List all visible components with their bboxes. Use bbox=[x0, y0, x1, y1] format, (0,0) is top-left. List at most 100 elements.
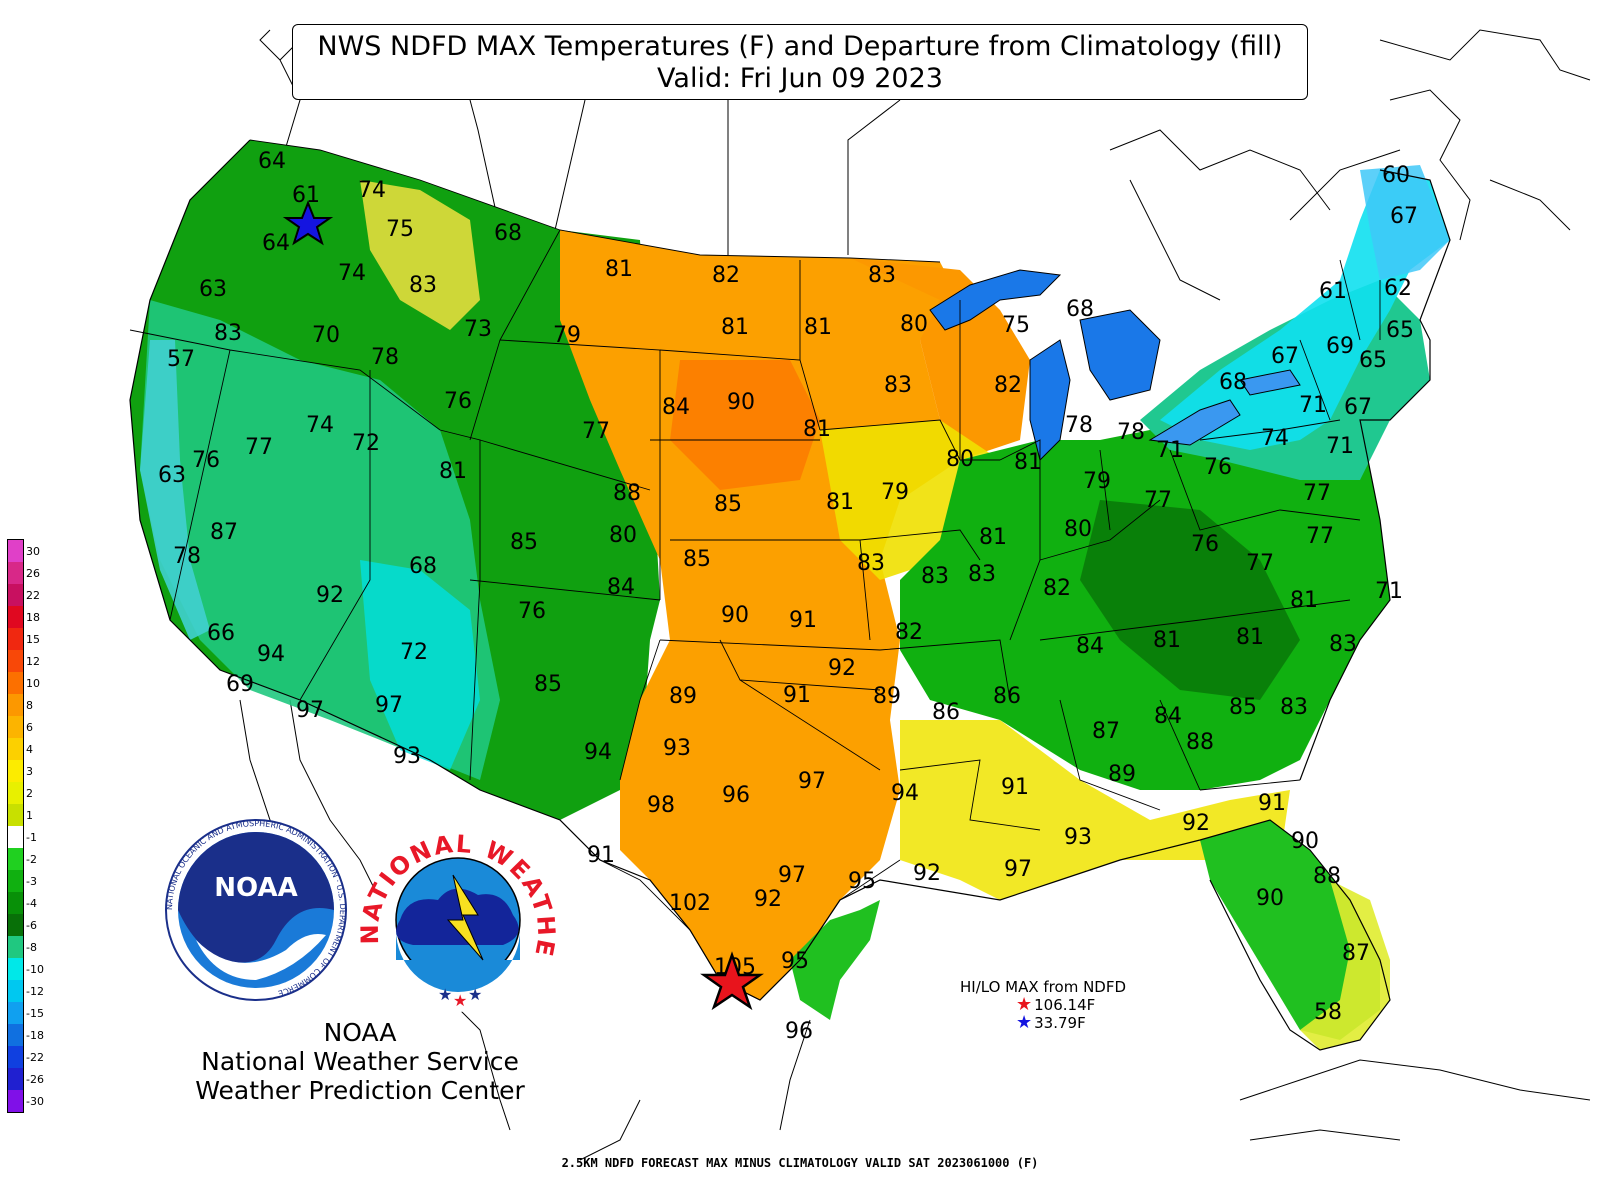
legend-swatch bbox=[8, 826, 23, 848]
temperature-label: 87 bbox=[1342, 941, 1370, 966]
temperature-label: 91 bbox=[783, 683, 811, 708]
legend-swatch bbox=[8, 650, 23, 672]
temperature-label: 97 bbox=[778, 863, 806, 888]
legend-label: 6 bbox=[26, 721, 33, 734]
legend-label: 26 bbox=[26, 567, 40, 580]
temperature-label: 95 bbox=[781, 949, 809, 974]
legend-swatch bbox=[8, 738, 23, 760]
temperature-label: 83 bbox=[1280, 695, 1308, 720]
legend-label: -30 bbox=[26, 1095, 44, 1108]
legend-label: 4 bbox=[26, 743, 33, 756]
hi-star-marker bbox=[700, 951, 764, 1011]
temperature-label: 68 bbox=[409, 554, 437, 579]
temperature-label: 64 bbox=[262, 231, 290, 256]
legend-label: -2 bbox=[26, 853, 37, 866]
temperature-label: 77 bbox=[1144, 488, 1172, 513]
lake-ontario bbox=[1239, 369, 1301, 396]
temperature-label: 89 bbox=[873, 684, 901, 709]
hilo-heading: HI/LO MAX from NDFD bbox=[960, 978, 1127, 996]
temperature-label: 81 bbox=[1236, 625, 1264, 650]
legend-swatch bbox=[8, 936, 23, 958]
temperature-label: 91 bbox=[789, 608, 817, 633]
temperature-label: 70 bbox=[312, 323, 340, 348]
temperature-label: 81 bbox=[804, 315, 832, 340]
legend-swatch bbox=[8, 628, 23, 650]
legend-swatch bbox=[8, 1068, 23, 1090]
lake-huron bbox=[1079, 309, 1161, 401]
temperature-label: 83 bbox=[968, 562, 996, 587]
temperature-label: 76 bbox=[192, 448, 220, 473]
temperature-label: 86 bbox=[993, 684, 1021, 709]
temperature-label: 87 bbox=[210, 520, 238, 545]
temperature-label: 90 bbox=[727, 390, 755, 415]
map-title-box: NWS NDFD MAX Temperatures (F) and Depart… bbox=[292, 24, 1308, 100]
temperature-label: 78 bbox=[371, 345, 399, 370]
temperature-label: 76 bbox=[1191, 532, 1219, 557]
temperature-label: 94 bbox=[891, 781, 919, 806]
temperature-label: 75 bbox=[386, 217, 414, 242]
temperature-label: 85 bbox=[1229, 695, 1257, 720]
us-coastline bbox=[129, 139, 1451, 1051]
lo-star-icon: ★ bbox=[1016, 1012, 1033, 1033]
temperature-label: 97 bbox=[798, 769, 826, 794]
fill-maine-cyan bbox=[1360, 165, 1450, 280]
map-valid-date: Valid: Fri Jun 09 2023 bbox=[657, 63, 943, 94]
legend-label: 2 bbox=[26, 787, 33, 800]
temperature-label: 94 bbox=[584, 740, 612, 765]
legend-label: -22 bbox=[26, 1051, 44, 1064]
temperature-label: 84 bbox=[1154, 704, 1182, 729]
legend-swatch bbox=[8, 672, 23, 694]
legend-border bbox=[7, 539, 24, 1113]
temperature-label: 91 bbox=[587, 843, 615, 868]
temperature-label: 73 bbox=[464, 317, 492, 342]
temperature-label: 80 bbox=[946, 447, 974, 472]
temperature-label: 94 bbox=[257, 642, 285, 667]
legend-swatch bbox=[8, 980, 23, 1002]
temperature-label: 79 bbox=[553, 323, 581, 348]
temperature-label: 76 bbox=[444, 389, 472, 414]
temperature-label: 95 bbox=[848, 869, 876, 894]
temperature-label: 57 bbox=[167, 347, 195, 372]
temperature-label: 96 bbox=[785, 1019, 813, 1044]
temperature-label: 83 bbox=[921, 564, 949, 589]
legend-label: 10 bbox=[26, 677, 40, 690]
fill-plains-dark-orange bbox=[670, 360, 820, 490]
temperature-label: 77 bbox=[1306, 524, 1334, 549]
temperature-label: 87 bbox=[1092, 719, 1120, 744]
temperature-label: 72 bbox=[352, 431, 380, 456]
temperature-label: 85 bbox=[683, 547, 711, 572]
temperature-label: 63 bbox=[199, 277, 227, 302]
legend-label: -10 bbox=[26, 963, 44, 976]
temperature-label: 81 bbox=[439, 459, 467, 484]
temperature-label: 90 bbox=[721, 603, 749, 628]
temperature-label: 71 bbox=[1375, 579, 1403, 604]
lake-michigan bbox=[1029, 339, 1071, 461]
lake-superior bbox=[929, 269, 1062, 331]
legend-label: 3 bbox=[26, 765, 33, 778]
legend-label: -15 bbox=[26, 1007, 44, 1020]
temperature-label: 81 bbox=[803, 417, 831, 442]
temperature-label: 75 bbox=[1002, 313, 1030, 338]
temperature-label: 89 bbox=[669, 684, 697, 709]
noaa-logo: NOAA NATIONAL OCEANIC AND ATMOSPHERIC AD… bbox=[165, 819, 347, 1001]
temperature-label: 79 bbox=[1083, 469, 1111, 494]
legend-label: -3 bbox=[26, 875, 37, 888]
fill-florida-yellow bbox=[1300, 880, 1390, 1050]
temperature-label: 61 bbox=[292, 183, 320, 208]
nws-logo: NATIONAL WEATHER SERVICE ★ ★ ★ bbox=[356, 828, 559, 1012]
lake-erie bbox=[1148, 399, 1241, 446]
temperature-label: 86 bbox=[932, 700, 960, 725]
temperature-label: 92 bbox=[828, 656, 856, 681]
temperature-label: 93 bbox=[1064, 825, 1092, 850]
temperature-label: 92 bbox=[1182, 811, 1210, 836]
agency-noaa: NOAA bbox=[323, 1018, 397, 1047]
legend-swatch bbox=[8, 540, 23, 562]
temperature-label: 69 bbox=[226, 672, 254, 697]
legend-label: 18 bbox=[26, 611, 40, 624]
temperature-label: 83 bbox=[857, 551, 885, 576]
legend-label: -8 bbox=[26, 941, 37, 954]
temperature-label: 79 bbox=[881, 480, 909, 505]
temperature-label: 81 bbox=[1153, 628, 1181, 653]
